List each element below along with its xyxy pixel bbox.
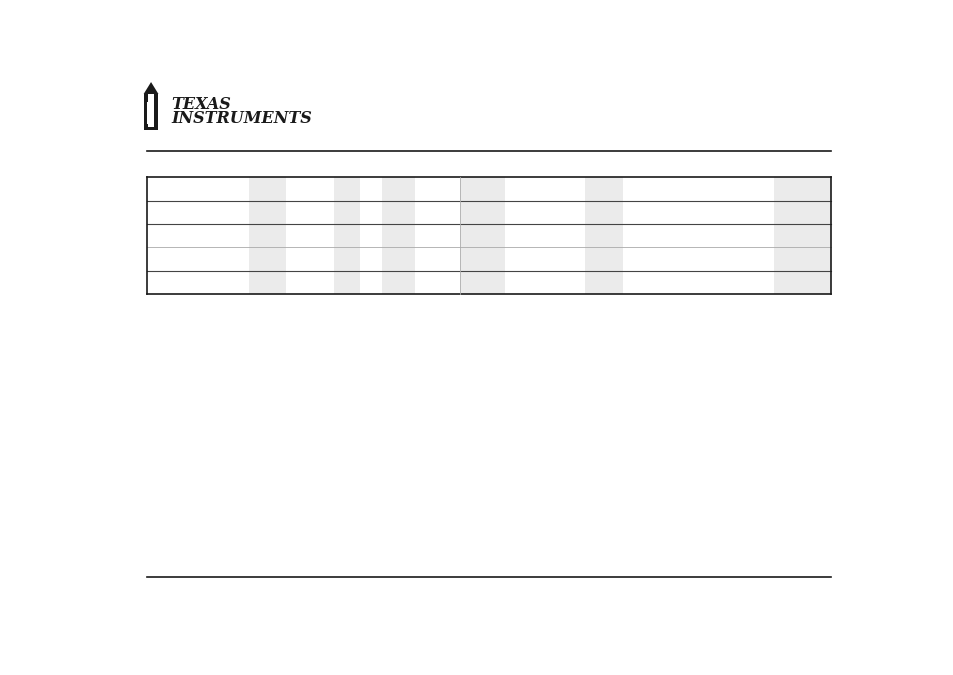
Bar <box>249 177 285 294</box>
Bar <box>334 177 359 294</box>
Bar <box>584 177 623 294</box>
Bar <box>773 177 830 294</box>
Bar <box>460 177 505 294</box>
Bar <box>381 177 415 294</box>
Text: INSTRUMENTS: INSTRUMENTS <box>171 110 312 127</box>
Text: TEXAS: TEXAS <box>171 96 231 113</box>
Polygon shape <box>144 82 158 94</box>
Polygon shape <box>144 94 158 130</box>
Polygon shape <box>147 102 150 124</box>
